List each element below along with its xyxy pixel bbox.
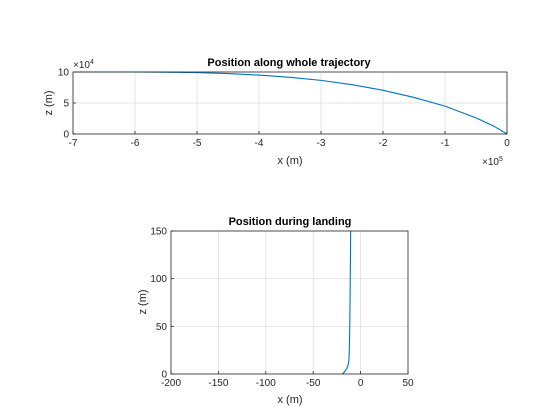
chart-top-ytick-label: 5 (63, 99, 69, 110)
chart-bottom-plot-area (170, 230, 409, 375)
chart-bottom-ytick-label: 150 (150, 227, 167, 238)
chart-top-y-multiplier-base: ×10 (73, 60, 90, 71)
chart-top-ytick-label: 0 (63, 130, 69, 141)
chart-bottom-grid (170, 230, 409, 375)
chart-bottom-ytick-label: 0 (161, 370, 167, 381)
chart-bottom-xtick-label: -150 (208, 378, 228, 389)
chart-bottom-series-line (342, 230, 352, 375)
chart-top-xtick-label: -7 (69, 138, 78, 149)
chart-bottom-ytick-label: 50 (156, 322, 168, 333)
chart-bottom-ylabel: z (m) (137, 289, 149, 314)
chart-bottom: Position during landing -200 -150 -100 -50 0… (137, 216, 414, 406)
chart-top-title: Position along whole trajectory (207, 57, 371, 69)
chart-bottom-ticks: -200 -150 -100 -50 0 50 0 50 100 150 (150, 227, 414, 390)
chart-bottom-title: Position during landing (229, 216, 352, 228)
chart-top-xtick-label: -4 (255, 138, 264, 149)
chart-top-x-multiplier-exp: 5 (499, 156, 503, 163)
chart-top-y-multiplier-exp: 4 (90, 59, 94, 66)
chart-top-ticks: -7 -6 -5 -4 -3 -2 -1 0 0 5 10 (58, 68, 510, 150)
chart-top-ylabel: z (m) (43, 90, 55, 115)
chart-bottom-xtick-label: 0 (358, 378, 364, 389)
chart-top-xtick-label: -1 (441, 138, 450, 149)
chart-top-xtick-label: -3 (317, 138, 326, 149)
chart-top-ytick-label: 10 (58, 68, 70, 79)
chart-top-xtick-label: -6 (131, 138, 140, 149)
chart-top-x-multiplier-base: ×10 (482, 157, 499, 168)
chart-top-x-multiplier: ×105 (482, 156, 503, 168)
chart-bottom-series (342, 230, 352, 375)
chart-bottom-ytick-label: 100 (150, 274, 167, 285)
chart-top-xtick-label: -5 (193, 138, 202, 149)
chart-bottom-xtick-label: -200 (161, 378, 181, 389)
chart-top-xtick-label: -2 (379, 138, 388, 149)
chart-top-xtick-label: 0 (504, 138, 510, 149)
chart-top-grid (72, 71, 508, 135)
chart-bottom-xlabel: x (m) (277, 394, 302, 406)
chart-top-y-multiplier: ×104 (73, 59, 94, 71)
chart-top-xlabel: x (m) (277, 155, 302, 167)
chart-bottom-xtick-label: -50 (306, 378, 321, 389)
chart-top: Position along whole trajectory -7 -6 -5 -4… (43, 57, 510, 168)
chart-bottom-xtick-label: 50 (402, 378, 414, 389)
chart-bottom-xtick-label: -100 (256, 378, 276, 389)
